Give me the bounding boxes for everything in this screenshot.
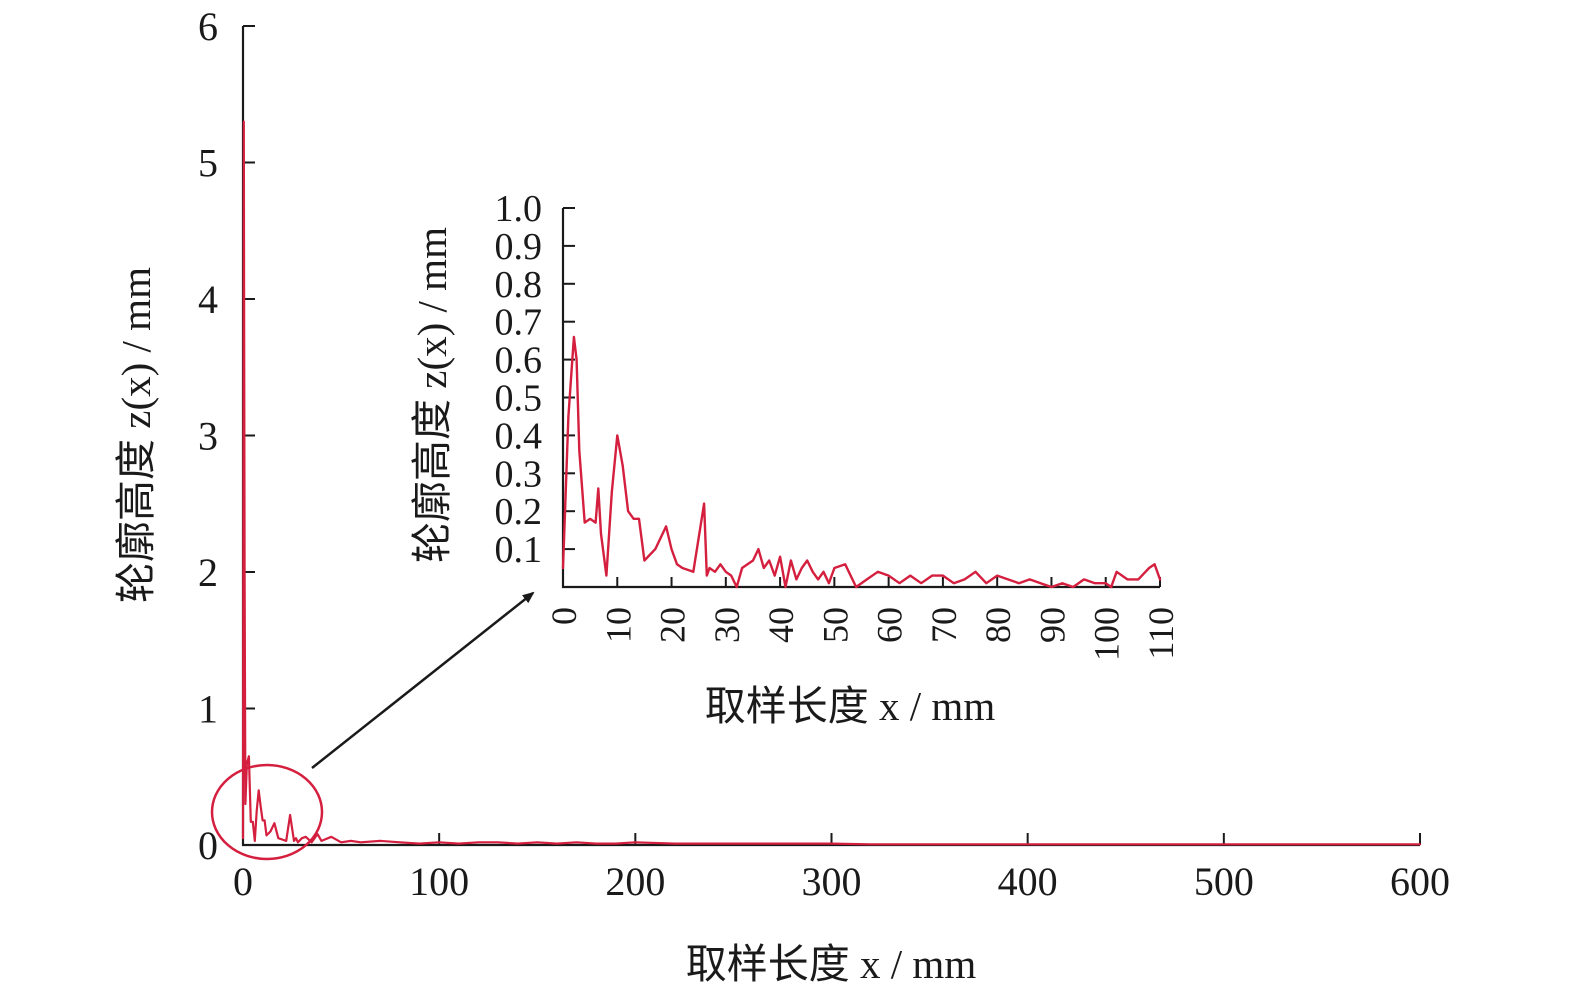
inset-x-tick-label: 40	[761, 607, 801, 643]
inset-y-tick-label: 0.2	[495, 491, 543, 533]
main-y-tick-label: 1	[198, 687, 218, 732]
inset-y-tick-label: 0.6	[495, 340, 543, 382]
inset-chart: 0 10 20 30 40 50 60 70 80 90 100 110 0.10.20.30.40.5…	[409, 188, 1181, 729]
arrow-to-inset	[311, 591, 535, 769]
inset-ticks	[563, 207, 1161, 587]
inset-y-tick-label: 0.7	[495, 302, 543, 344]
inset-y-axis-title: 轮廓高度 z(x) / mm	[409, 227, 455, 563]
inset-tick-labels: 0 10 20 30 40 50 60 70 80 90 100 110 0.10.20.30.40.5…	[495, 188, 1182, 661]
inset-y-tick-label: 0.1	[495, 529, 543, 571]
main-y-tick-label: 2	[198, 550, 218, 595]
main-y-tick-label: 3	[198, 414, 218, 459]
main-series-line	[241, 120, 1422, 846]
inset-y-tick-label: 0.3	[495, 453, 543, 495]
main-y-tick-label: 4	[198, 277, 218, 322]
main-x-tick-label: 500	[1194, 859, 1254, 904]
main-y-tick-label: 5	[198, 141, 218, 186]
inset-x-tick-label: 30	[707, 607, 747, 643]
main-x-tick-label: 600	[1390, 859, 1450, 904]
inset-x-tick-label: 60	[870, 607, 910, 643]
inset-x-tick-label: 50	[815, 607, 855, 643]
inset-y-tick-label: 0.9	[495, 226, 543, 268]
inset-x-axis-title: 取样长度 x / mm	[705, 683, 996, 729]
inset-x-tick-label: 70	[924, 607, 964, 643]
inset-x-tick-label: 110	[1141, 607, 1181, 660]
inset-x-tick-label: 80	[978, 607, 1018, 643]
main-x-tick-label: 300	[802, 859, 862, 904]
main-x-tick-label: 0	[233, 859, 253, 904]
inset-axes	[561, 208, 1160, 589]
inset-y-tick-label: 0.5	[495, 378, 543, 420]
main-y-tick-label: 0	[198, 823, 218, 868]
main-y-axis-title: 轮廓高度 z(x) / mm	[113, 267, 159, 603]
inset-y-tick-label: 0.4	[495, 415, 543, 457]
inset-y-tick-label: 0.8	[495, 264, 543, 306]
inset-x-tick-label: 100	[1087, 607, 1127, 661]
inset-x-tick-label: 0	[544, 607, 584, 625]
main-x-tick-label: 400	[998, 859, 1058, 904]
main-y-tick-label: 6	[198, 4, 218, 49]
inset-y-tick-label: 1.0	[495, 188, 543, 230]
inset-x-tick-label: 10	[598, 607, 638, 643]
main-x-tick-label: 100	[409, 859, 469, 904]
inset-x-tick-label: 20	[653, 607, 693, 643]
main-x-tick-label: 200	[605, 859, 665, 904]
inset-x-tick-label: 90	[1032, 607, 1072, 643]
main-x-axis-title: 取样长度 x / mm	[686, 941, 977, 987]
highlight-circle	[210, 763, 324, 861]
inset-series-line	[561, 335, 1162, 589]
